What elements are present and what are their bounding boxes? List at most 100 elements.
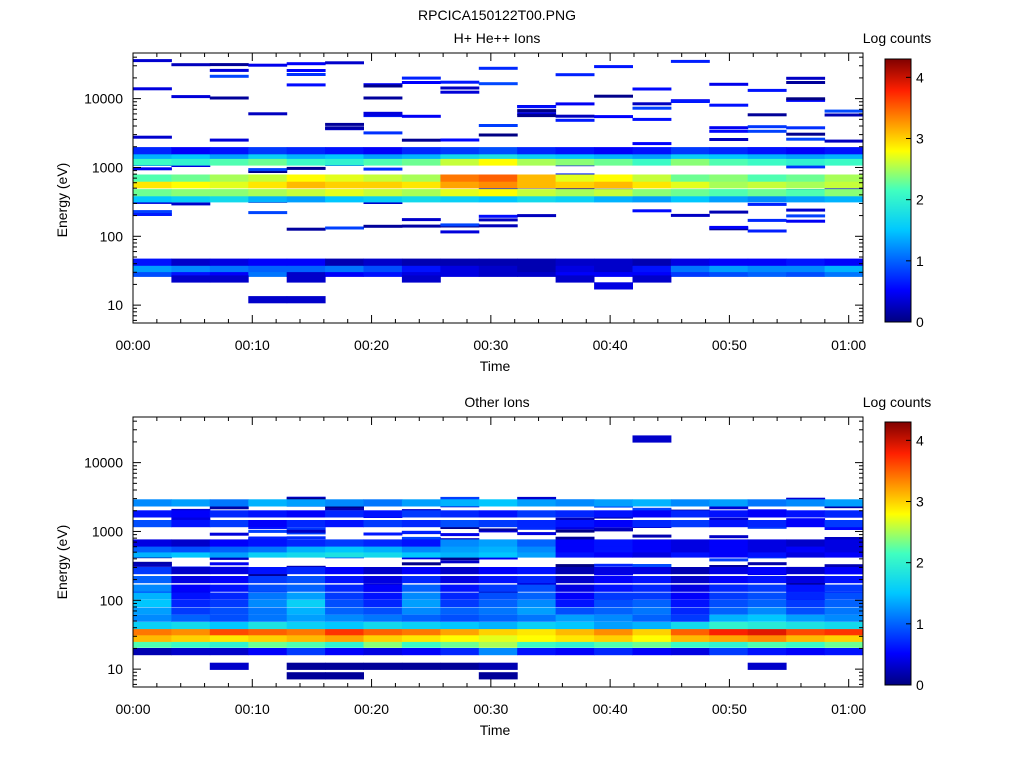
heatmap-cell	[478, 590, 518, 594]
heatmap-cell	[286, 520, 326, 528]
heatmap-cell	[594, 539, 633, 547]
heatmap-cell	[786, 584, 826, 592]
heatmap-cell	[824, 576, 864, 584]
heatmap-cell	[632, 117, 672, 121]
heatmap-cell	[478, 264, 518, 273]
heatmap-cell	[325, 545, 364, 553]
heatmap-cell	[709, 126, 749, 130]
heatmap-cell	[594, 648, 633, 656]
heatmap-cell	[747, 621, 787, 630]
heatmap-cell	[517, 158, 557, 166]
heatmap-cell	[325, 576, 364, 584]
heatmap-cell	[824, 520, 864, 528]
heatmap-cell	[248, 576, 288, 584]
heatmap-cell	[401, 662, 441, 670]
heatmap-cell	[824, 537, 864, 540]
heatmap-cell	[786, 189, 826, 197]
heatmap-cell	[594, 599, 633, 607]
heatmap-cell	[171, 158, 211, 166]
heatmap-cell	[632, 151, 672, 159]
heatmap-cell	[478, 599, 518, 607]
heatmap-cell	[363, 181, 403, 189]
heatmap-cell	[286, 567, 326, 575]
heatmap-cell	[555, 147, 595, 155]
heatmap-cell	[325, 195, 364, 203]
heatmap-cell	[325, 628, 364, 636]
heatmap-cell	[401, 599, 441, 607]
heatmap-cell	[709, 634, 749, 642]
heatmap-cell	[133, 592, 172, 600]
heatmap-cell	[555, 151, 595, 159]
heatmap-cell	[286, 275, 326, 283]
heatmap-cell	[133, 147, 172, 155]
heatmap-cell	[171, 614, 211, 622]
heatmap-cell	[670, 151, 710, 159]
heatmap-cell	[286, 62, 326, 66]
heatmap-cell	[632, 576, 672, 584]
heatmap-cell	[401, 648, 441, 656]
heatmap-cell	[747, 151, 787, 159]
heatmap-cell	[632, 607, 672, 615]
heatmap-cell	[555, 526, 595, 530]
heatmap-cell	[209, 264, 249, 273]
heatmap-cell	[517, 599, 557, 607]
heatmap-cell	[325, 567, 364, 575]
heatmap-cell	[709, 189, 749, 197]
heatmap-cell	[286, 181, 326, 189]
heatmap-cell	[824, 258, 864, 266]
heatmap-cell	[594, 520, 633, 528]
heatmap-cell	[747, 592, 787, 600]
heatmap-cell	[555, 499, 595, 507]
heatmap-cell	[632, 275, 672, 283]
heatmap-cell	[440, 584, 480, 592]
heatmap-cell	[209, 599, 249, 607]
heatmap-cell	[363, 158, 403, 166]
heatmap-cell	[824, 628, 864, 636]
heatmap-cell	[632, 209, 672, 213]
heatmap-cell	[363, 576, 403, 584]
heatmap-cell	[747, 562, 787, 566]
heatmap-cell	[286, 614, 326, 622]
heatmap-cell	[440, 526, 480, 529]
heatmap-cell	[248, 296, 288, 304]
heatmap-cell	[478, 133, 518, 137]
heatmap-cell	[709, 576, 749, 584]
heatmap-cell	[248, 211, 288, 215]
heatmap-cell	[632, 269, 672, 277]
heatmap-cell	[286, 640, 326, 648]
heatmap-cell	[670, 550, 710, 558]
heatmap-cell	[478, 584, 518, 592]
heatmap-cell	[670, 599, 710, 607]
panel-other-ions-x-axis: 00:00 00:10 00:20 00:30 00:40 00:50 01:00	[115, 417, 866, 717]
heatmap-cell	[209, 621, 249, 630]
heatmap-cell	[709, 567, 749, 575]
heatmap-cell	[248, 634, 288, 642]
colorbar-tick-label: 0	[916, 677, 924, 693]
heatmap-cell	[286, 269, 326, 277]
heatmap-cell	[555, 517, 595, 521]
heatmap-cell	[209, 545, 249, 553]
heatmap-cell	[824, 592, 864, 600]
heatmap-cell	[747, 202, 787, 206]
colorbar-tick-label: 3	[916, 494, 924, 510]
heatmap-cell	[478, 151, 518, 159]
heatmap-cell	[325, 520, 364, 528]
heatmap-cell	[555, 114, 595, 118]
heatmap-cell	[709, 264, 749, 273]
y-tick-label: 10000	[84, 455, 123, 471]
heatmap-cell	[171, 545, 211, 553]
x-tick-label: 00:20	[354, 701, 389, 717]
heatmap-cell	[594, 147, 633, 155]
heatmap-cell	[747, 545, 787, 553]
heatmap-cell	[363, 111, 403, 115]
heatmap-cell	[786, 640, 826, 648]
heatmap-cell	[517, 628, 557, 636]
heatmap-cell	[171, 202, 211, 206]
heatmap-cell	[594, 151, 633, 159]
heatmap-cell	[478, 214, 518, 218]
heatmap-cell	[632, 539, 672, 547]
heatmap-cell	[401, 114, 441, 118]
heatmap-cell	[632, 102, 672, 106]
heatmap-cell	[786, 648, 826, 656]
heatmap-cell	[286, 510, 326, 518]
